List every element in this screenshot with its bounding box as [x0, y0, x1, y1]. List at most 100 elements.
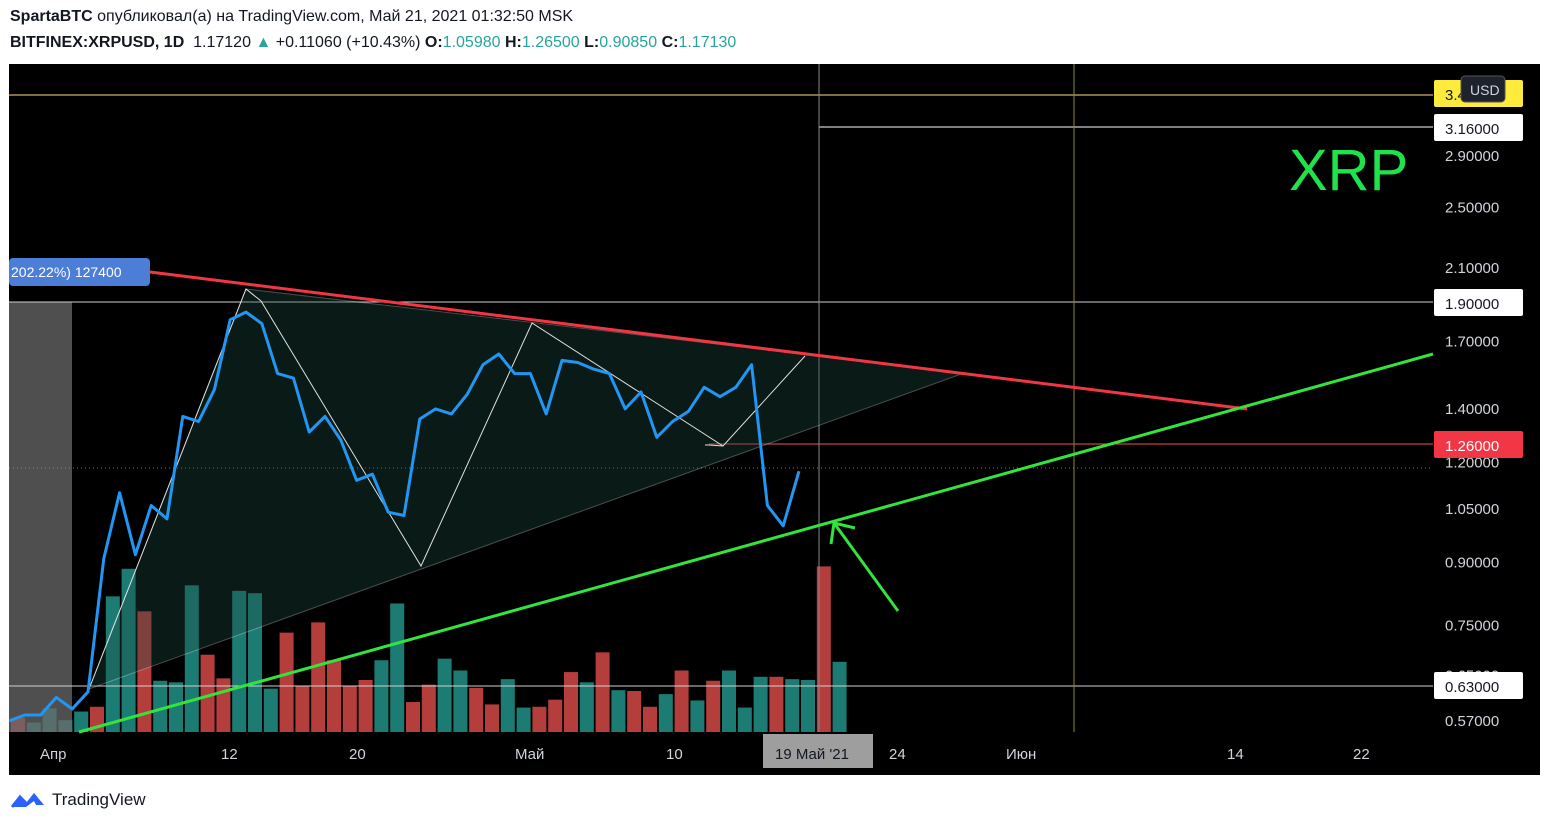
last-price: 1.17120 — [193, 34, 251, 51]
triangle-pattern[interactable] — [88, 288, 965, 690]
currency-label[interactable]: USD — [1470, 82, 1500, 98]
price-label-316-box — [1434, 114, 1523, 141]
x-tick-jun: Июн — [1006, 746, 1036, 763]
y-tick-label: 1.20000 — [1445, 454, 1499, 471]
volume-bar — [548, 699, 563, 732]
open-label: O: — [424, 34, 443, 51]
volume-bar — [469, 687, 484, 732]
high-label: H: — [504, 34, 522, 51]
x-tick-apr: Апр — [40, 746, 66, 763]
y-tick-label: 2.90000 — [1445, 148, 1499, 165]
volume-bar — [785, 679, 800, 732]
y-tick-label: 1.40000 — [1445, 401, 1499, 418]
volume-bar — [500, 679, 515, 732]
price-label-126-box — [1434, 431, 1523, 458]
tradingview-brand[interactable]: TradingView — [52, 790, 146, 809]
volume-bar — [453, 670, 468, 732]
symbol-legend: BITFINEX:XRPUSD, 1D 1.17120 ▲ +0.11060 (… — [10, 34, 736, 52]
volume-bar — [706, 680, 721, 732]
volume-bar — [74, 711, 89, 732]
volume-bar — [595, 652, 610, 732]
y-tick-label: 2.50000 — [1445, 200, 1499, 217]
x-tick-20: 20 — [349, 746, 366, 763]
volume-bar — [627, 690, 642, 732]
arrow-shaft[interactable] — [832, 522, 900, 612]
tradingview-logo-icon — [10, 793, 44, 808]
volume-bar — [674, 670, 689, 732]
chart-watermark: XRP — [1289, 138, 1408, 203]
y-tick-label: 1.70000 — [1445, 333, 1499, 350]
price-label-316: 3.16000 — [1445, 121, 1499, 138]
volume-bar — [769, 676, 784, 732]
volume-bar — [564, 672, 578, 732]
volume-bar — [295, 686, 310, 732]
volume-bar — [437, 658, 452, 732]
volume-bar — [753, 676, 768, 732]
x-tick-12: 12 — [221, 746, 238, 763]
volume-bar — [358, 679, 373, 732]
volume-bar — [121, 568, 136, 732]
low-label: L: — [584, 34, 600, 51]
volume-bar — [200, 654, 215, 732]
crosshair-date-label: 19 Май '21 — [775, 746, 849, 763]
support-trendline[interactable] — [78, 352, 1434, 734]
time-axis: Апр 12 20 Май 10 24 Июн 14 22 19 Май '21 — [40, 734, 1370, 768]
crosshair-date-box — [763, 734, 873, 768]
volume-bar — [421, 684, 436, 732]
low-value: 0.90850 — [599, 34, 658, 51]
volume-bar — [169, 682, 183, 732]
volume-bar — [327, 660, 341, 732]
y-tick-label: 0.90000 — [1445, 554, 1499, 571]
volume-bar — [390, 603, 405, 732]
x-tick-may: Май — [515, 746, 544, 763]
volume-bar — [279, 632, 294, 732]
close-value: 1.17130 — [678, 34, 737, 51]
zigzag-tail — [705, 444, 724, 447]
publish-info: SpartaBTC опубликовал(а) на TradingView.… — [10, 8, 573, 26]
footer-branding[interactable]: TradingView — [10, 790, 146, 810]
y-tick-label: 1.05000 — [1445, 501, 1499, 518]
close-label: C: — [661, 34, 679, 51]
price-label-190: 1.90000 — [1445, 296, 1499, 313]
y-tick-label: 2.10000 — [1445, 260, 1499, 277]
volume-bar — [105, 596, 120, 732]
volume-bar — [611, 690, 626, 732]
volume-bar — [248, 593, 262, 732]
volume-bar — [722, 670, 736, 732]
symbol-name: BITFINEX:XRPUSD, 1D — [10, 34, 185, 51]
resistance-trendline[interactable] — [149, 270, 1248, 411]
volume-bar — [311, 622, 326, 732]
chart-pane[interactable]: 202.22%) 127400 XRP 2.90000 2.50000 2.1000… — [9, 64, 1540, 775]
volume-bar — [532, 706, 547, 732]
volume-bar — [643, 706, 657, 732]
published-text: опубликовал(а) на TradingView.com, Май 2… — [97, 8, 574, 25]
volume-bar — [184, 585, 199, 732]
volume-bar — [579, 682, 594, 732]
price-series-line[interactable] — [9, 310, 801, 723]
volume-bar — [832, 661, 847, 732]
open-value: 1.05980 — [442, 34, 501, 51]
measure-box — [9, 302, 72, 732]
price-label-126: 1.26000 — [1445, 438, 1499, 455]
volume-bar — [801, 679, 815, 732]
measure-label: 202.22%) 127400 — [11, 264, 122, 280]
price-chart[interactable]: 202.22%) 127400 XRP 2.90000 2.50000 2.1000… — [9, 64, 1540, 775]
x-tick-22: 22 — [1353, 746, 1370, 763]
author-name[interactable]: SpartaBTC — [10, 8, 93, 25]
volume-bar — [137, 611, 152, 732]
volume-bar — [516, 707, 531, 732]
volume-bar — [406, 702, 420, 732]
volume-bar — [263, 688, 278, 732]
x-tick-10: 10 — [666, 746, 683, 763]
up-arrow-icon: ▲ — [255, 34, 272, 51]
x-tick-24: 24 — [889, 746, 906, 763]
volume-bar — [153, 680, 168, 732]
volume-bar — [658, 694, 673, 732]
volume-bar — [232, 590, 247, 732]
volume-bar — [737, 707, 752, 732]
volume-bar — [690, 700, 705, 732]
currency-box[interactable] — [1460, 75, 1506, 103]
price-label-190-box — [1434, 289, 1523, 316]
price-label-063-box — [1434, 672, 1523, 699]
arrow-head-icon — [829, 521, 856, 545]
